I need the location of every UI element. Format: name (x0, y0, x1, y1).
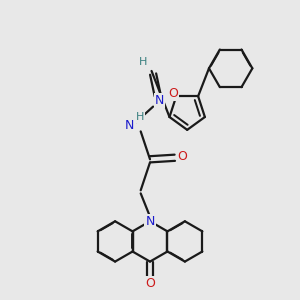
Text: N: N (154, 94, 164, 107)
Text: H: H (139, 57, 147, 67)
Text: N: N (145, 215, 155, 228)
Text: O: O (145, 277, 155, 290)
Text: O: O (168, 87, 178, 100)
Text: H: H (136, 112, 144, 122)
Text: N: N (125, 119, 134, 132)
Text: O: O (178, 150, 188, 163)
